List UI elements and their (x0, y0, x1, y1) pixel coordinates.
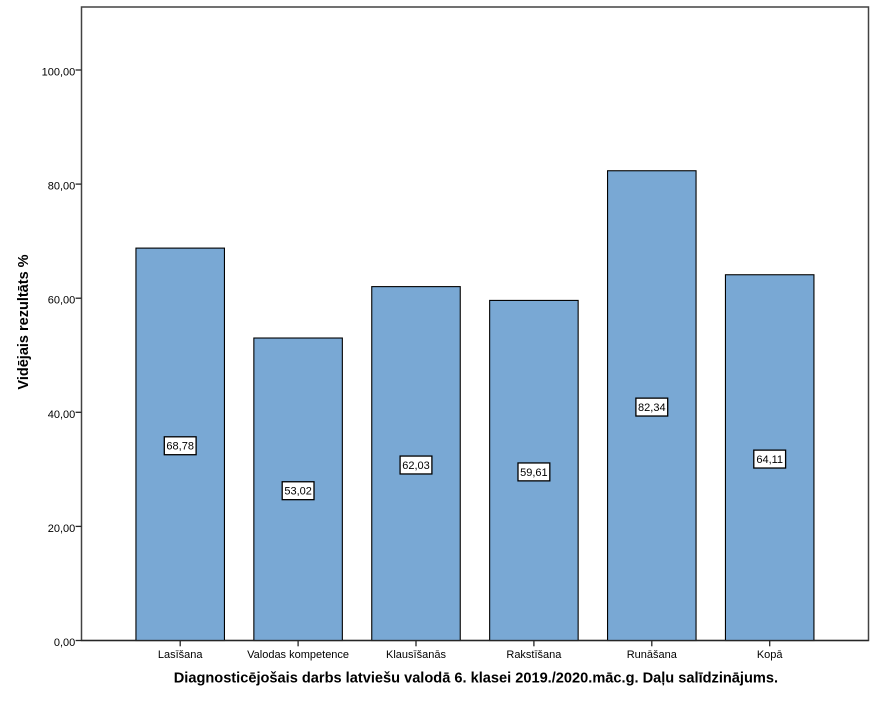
svg-text:40,00: 40,00 (48, 409, 76, 421)
svg-text:59,61: 59,61 (520, 467, 548, 479)
svg-text:64,11: 64,11 (756, 454, 783, 466)
svg-text:20,00: 20,00 (48, 523, 76, 535)
svg-text:Runāšana: Runāšana (627, 649, 678, 661)
svg-text:82,34: 82,34 (638, 402, 666, 414)
svg-text:Klausīšanās: Klausīšanās (386, 649, 446, 661)
svg-text:68,78: 68,78 (166, 441, 194, 453)
svg-text:Kopā: Kopā (757, 649, 784, 661)
svg-text:Valodas kompetence: Valodas kompetence (247, 649, 349, 661)
svg-text:60,00: 60,00 (48, 295, 76, 307)
svg-text:80,00: 80,00 (48, 181, 76, 193)
svg-text:62,03: 62,03 (402, 460, 430, 472)
svg-text:Rakstīšana: Rakstīšana (506, 649, 562, 661)
svg-text:Diagnosticējošais darbs latvie: Diagnosticējošais darbs latviešu valodā … (174, 671, 778, 687)
svg-text:Vidējais rezultāts %: Vidējais rezultāts % (16, 254, 32, 389)
svg-text:53,02: 53,02 (284, 486, 312, 498)
svg-text:0,00: 0,00 (54, 637, 75, 649)
svg-text:Lasīšana: Lasīšana (158, 649, 204, 661)
svg-text:100,00: 100,00 (42, 67, 76, 79)
